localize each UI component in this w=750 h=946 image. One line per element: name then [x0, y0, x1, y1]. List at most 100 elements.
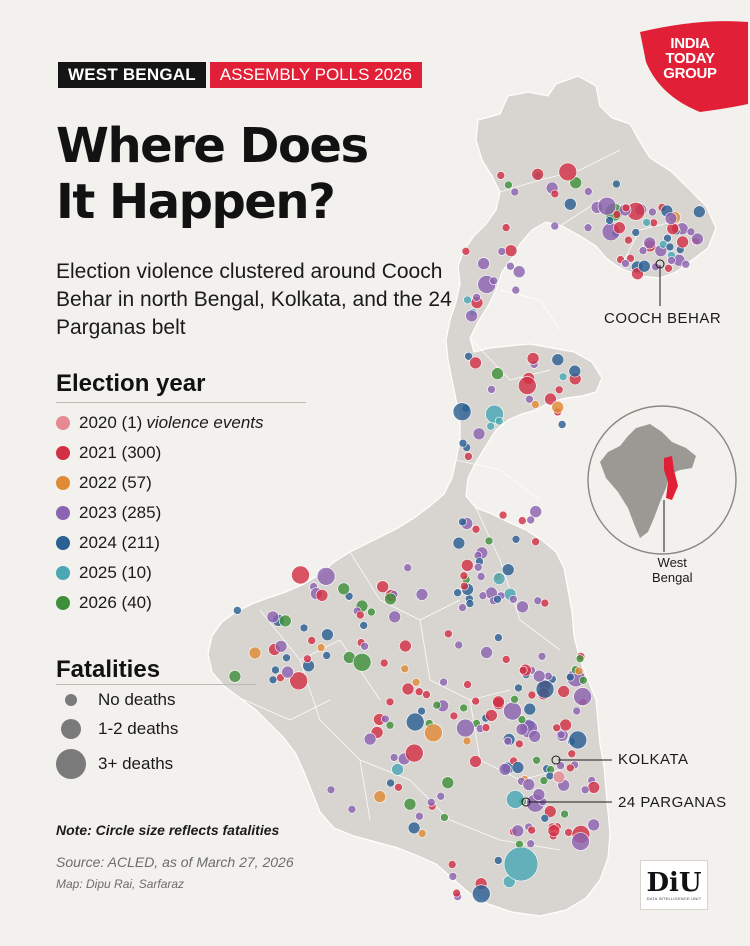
event-dot — [494, 633, 503, 642]
legend-label: 2025 (10) — [79, 563, 152, 582]
event-dot — [537, 651, 547, 661]
event-dot — [465, 599, 475, 608]
event-dot — [471, 524, 481, 534]
event-dot — [575, 654, 585, 664]
event-dot — [556, 730, 566, 740]
event-dot — [642, 218, 652, 227]
event-dot — [414, 687, 424, 697]
inset-label: West Bengal — [652, 555, 692, 585]
event-dot — [440, 813, 449, 822]
event-dot — [493, 856, 503, 865]
event-dot — [648, 207, 657, 217]
event-dot — [515, 722, 529, 736]
event-dot — [471, 696, 481, 706]
event-dot — [532, 669, 546, 683]
event-dot — [503, 846, 539, 882]
event-dot — [316, 643, 326, 652]
event-dot — [692, 205, 706, 218]
event-dot — [452, 402, 472, 422]
legend-dot-icon — [56, 596, 70, 610]
event-dot — [516, 600, 529, 614]
event-dot — [665, 242, 675, 252]
event-dot — [530, 400, 540, 409]
event-dot — [379, 658, 389, 668]
event-dot — [385, 697, 395, 707]
event-dot — [573, 687, 592, 706]
event-dot — [441, 776, 455, 790]
event-dot — [417, 829, 427, 838]
event-dot — [540, 813, 550, 823]
event-dot — [469, 356, 482, 370]
event-dot — [401, 682, 415, 696]
logo-line-1: INDIA — [670, 35, 710, 52]
event-dot — [480, 646, 493, 659]
credit-text: Map: Dipu Rai, Sarfaraz — [56, 877, 185, 891]
event-dot — [568, 364, 582, 378]
event-dot — [460, 581, 469, 591]
legend-fatalities-heading: Fatalities — [56, 656, 161, 683]
event-dot — [667, 256, 676, 265]
callout-leaders — [521, 259, 665, 807]
event-dot — [564, 828, 573, 837]
event-dot — [411, 677, 421, 687]
event-dot — [359, 621, 369, 630]
event-dot — [360, 641, 369, 651]
event-dot — [691, 232, 704, 246]
event-dot — [459, 703, 469, 713]
legend-label: 2021 (300) — [79, 443, 162, 462]
event-dot — [523, 702, 537, 716]
event-dot — [496, 171, 506, 180]
west-bengal-highlight — [664, 456, 678, 500]
event-dot — [567, 749, 577, 759]
event-dot — [511, 285, 521, 295]
callout-kolkata: KOLKATA — [618, 751, 689, 768]
legend-year-list: 2020 (1) violence events 2021 (300) 2022… — [56, 408, 264, 618]
event-dot — [624, 235, 633, 245]
event-dot — [447, 860, 457, 869]
event-dot — [552, 723, 562, 733]
event-dot — [449, 711, 459, 721]
event-dot — [458, 438, 468, 448]
event-dot — [565, 763, 575, 773]
event-dot — [498, 762, 512, 776]
event-dot — [472, 293, 481, 302]
event-dot — [303, 654, 312, 664]
event-dot — [583, 223, 593, 232]
event-dot — [544, 392, 557, 406]
legend-year-heading: Election year — [56, 370, 206, 397]
event-dot — [511, 761, 525, 774]
event-dot — [560, 809, 569, 819]
event-dot — [552, 770, 566, 784]
event-dot — [533, 596, 543, 606]
logo-line-3: GROUP — [663, 65, 717, 82]
event-dot — [376, 580, 390, 594]
legend-fatalities-divider — [56, 684, 256, 685]
event-dot — [463, 295, 472, 305]
event-dot — [492, 572, 506, 585]
legend-dot-icon — [56, 566, 70, 580]
event-dot — [322, 651, 332, 660]
state-tag: WEST BENGAL — [58, 62, 206, 88]
callout-24-parganas: 24 PARGANAS — [618, 794, 727, 811]
event-dot — [572, 706, 582, 716]
event-dot — [571, 832, 590, 851]
event-dot — [498, 510, 508, 520]
event-dot — [291, 565, 310, 585]
event-dot — [597, 196, 617, 216]
event-dot — [278, 614, 292, 628]
event-dot — [497, 247, 507, 256]
event-dot — [621, 259, 630, 268]
event-dot — [527, 690, 537, 700]
event-dot — [557, 685, 571, 698]
event-dot — [271, 665, 280, 675]
event-dot — [643, 236, 657, 250]
event-dot — [526, 839, 536, 849]
event-dot — [453, 588, 462, 598]
event-dot — [415, 588, 429, 601]
event-dot — [486, 421, 496, 431]
legend-label: 2026 (40) — [79, 593, 152, 612]
event-dot — [557, 420, 567, 429]
event-dot — [529, 505, 543, 518]
event-dot — [501, 223, 511, 232]
event-dot — [612, 179, 621, 189]
